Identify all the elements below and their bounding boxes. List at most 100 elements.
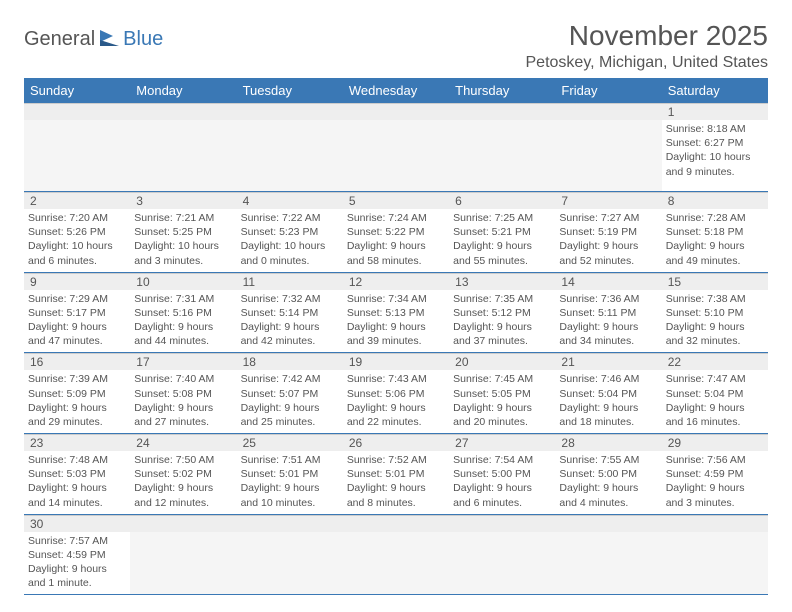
day-info-line: Sunset: 5:17 PM [28,306,126,320]
day-header: Wednesday [343,78,449,103]
day-info-line: Daylight: 10 hours [28,239,126,253]
day-info-line: Daylight: 9 hours [347,239,445,253]
day-cell: Sunrise: 7:31 AMSunset: 5:16 PMDaylight:… [130,290,236,353]
empty-cell [237,120,343,191]
day-cell: Sunrise: 7:47 AMSunset: 5:04 PMDaylight:… [662,370,768,433]
day-number: 10 [130,274,236,290]
day-info-line: and 10 minutes. [241,496,339,510]
day-number: 6 [449,193,555,209]
day-cell: Sunrise: 7:56 AMSunset: 4:59 PMDaylight:… [662,451,768,514]
day-number: 8 [662,193,768,209]
day-info-line: Sunrise: 7:27 AM [559,211,657,225]
day-info-line: Sunset: 5:05 PM [453,387,551,401]
day-info-line: Sunrise: 7:35 AM [453,292,551,306]
day-info-line: and 1 minute. [28,576,126,590]
empty-cell [130,532,236,595]
day-info-line: Sunrise: 7:36 AM [559,292,657,306]
day-cell: Sunrise: 7:24 AMSunset: 5:22 PMDaylight:… [343,209,449,272]
day-number: 24 [130,435,236,451]
daynum-row: 9101112131415 [24,273,768,290]
day-info-line: Daylight: 9 hours [559,239,657,253]
week-row: Sunrise: 8:18 AMSunset: 6:27 PMDaylight:… [24,120,768,192]
day-info-line: Daylight: 9 hours [666,320,764,334]
day-number: 15 [662,274,768,290]
day-number: 3 [130,193,236,209]
day-number [555,516,661,532]
day-number [555,104,661,120]
day-info-line: Sunset: 5:11 PM [559,306,657,320]
day-info-line: and 20 minutes. [453,415,551,429]
day-cell: Sunrise: 7:57 AMSunset: 4:59 PMDaylight:… [24,532,130,595]
day-info-line: Sunset: 5:23 PM [241,225,339,239]
day-info-line: Daylight: 10 hours [666,150,764,164]
day-info-line: and 8 minutes. [347,496,445,510]
day-info-line: Sunrise: 7:50 AM [134,453,232,467]
day-info-line: Daylight: 9 hours [453,401,551,415]
day-cell: Sunrise: 7:36 AMSunset: 5:11 PMDaylight:… [555,290,661,353]
day-info-line: Sunset: 5:19 PM [559,225,657,239]
day-cell: Sunrise: 7:43 AMSunset: 5:06 PMDaylight:… [343,370,449,433]
day-number: 25 [237,435,343,451]
day-cell: Sunrise: 7:22 AMSunset: 5:23 PMDaylight:… [237,209,343,272]
day-info-line: Sunrise: 7:29 AM [28,292,126,306]
day-info-line: Sunrise: 7:57 AM [28,534,126,548]
day-info-line: Daylight: 9 hours [28,481,126,495]
day-info-line: Sunrise: 7:54 AM [453,453,551,467]
empty-cell [343,120,449,191]
day-cell: Sunrise: 7:38 AMSunset: 5:10 PMDaylight:… [662,290,768,353]
day-info-line: and 14 minutes. [28,496,126,510]
daynum-row: 1 [24,103,768,120]
day-number: 28 [555,435,661,451]
day-info-line: Daylight: 9 hours [28,401,126,415]
day-info-line: Sunrise: 7:39 AM [28,372,126,386]
day-info-line: and 49 minutes. [666,254,764,268]
day-number: 27 [449,435,555,451]
day-header: Saturday [662,78,768,103]
week-row: Sunrise: 7:39 AMSunset: 5:09 PMDaylight:… [24,370,768,434]
daynum-row: 2345678 [24,192,768,209]
day-info-line: Sunset: 5:12 PM [453,306,551,320]
day-info-line: Sunset: 5:06 PM [347,387,445,401]
day-info-line: Daylight: 9 hours [241,401,339,415]
daynum-row: 16171819202122 [24,353,768,370]
day-cell: Sunrise: 7:28 AMSunset: 5:18 PMDaylight:… [662,209,768,272]
day-cell: Sunrise: 7:50 AMSunset: 5:02 PMDaylight:… [130,451,236,514]
day-number: 17 [130,354,236,370]
daynum-row: 30 [24,515,768,532]
day-number [449,104,555,120]
day-info-line: Sunrise: 7:42 AM [241,372,339,386]
day-info-line: Sunset: 4:59 PM [666,467,764,481]
day-info-line: Sunrise: 7:40 AM [134,372,232,386]
day-info-line: Sunset: 5:26 PM [28,225,126,239]
day-header: Sunday [24,78,130,103]
day-info-line: Daylight: 9 hours [28,320,126,334]
day-cell: Sunrise: 7:55 AMSunset: 5:00 PMDaylight:… [555,451,661,514]
day-number: 13 [449,274,555,290]
day-info-line: Sunset: 5:13 PM [347,306,445,320]
day-info-line: Sunrise: 7:46 AM [559,372,657,386]
day-info-line: and 6 minutes. [28,254,126,268]
day-info-line: Daylight: 9 hours [241,481,339,495]
empty-cell [237,532,343,595]
day-info-line: Sunrise: 7:55 AM [559,453,657,467]
title-block: November 2025 Petoskey, Michigan, United… [526,20,769,72]
location: Petoskey, Michigan, United States [526,54,769,72]
day-headers-row: SundayMondayTuesdayWednesdayThursdayFrid… [24,78,768,103]
logo-text-blue: Blue [123,28,163,51]
day-info-line: and 44 minutes. [134,334,232,348]
day-cell: Sunrise: 7:45 AMSunset: 5:05 PMDaylight:… [449,370,555,433]
day-cell: Sunrise: 7:48 AMSunset: 5:03 PMDaylight:… [24,451,130,514]
empty-cell [24,120,130,191]
day-number: 22 [662,354,768,370]
day-cell: Sunrise: 7:51 AMSunset: 5:01 PMDaylight:… [237,451,343,514]
day-number: 14 [555,274,661,290]
day-info-line: Daylight: 9 hours [347,320,445,334]
day-number [343,104,449,120]
day-info-line: Sunset: 5:08 PM [134,387,232,401]
day-info-line: Sunset: 5:09 PM [28,387,126,401]
day-info-line: Daylight: 9 hours [347,401,445,415]
day-number: 7 [555,193,661,209]
day-info-line: and 22 minutes. [347,415,445,429]
day-info-line: Daylight: 10 hours [134,239,232,253]
empty-cell [449,120,555,191]
